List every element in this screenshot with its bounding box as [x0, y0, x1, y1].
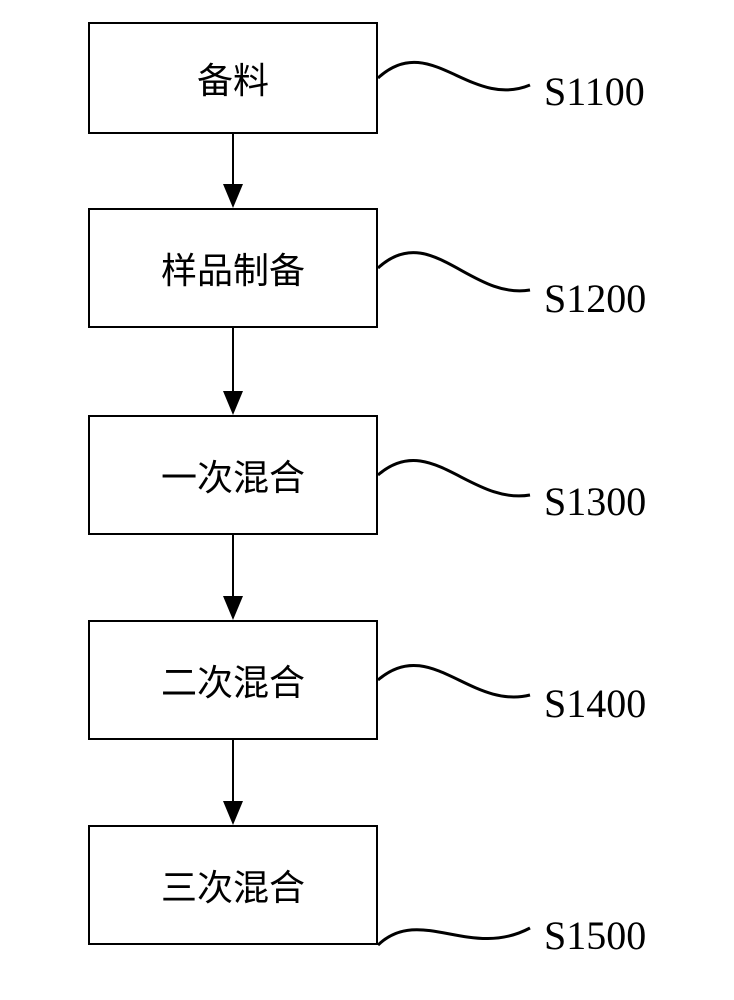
flowchart-node-label: 二次混合 — [161, 654, 305, 706]
flowchart-node-label: 一次混合 — [161, 449, 305, 501]
flowchart-connector — [378, 928, 530, 945]
flowchart-step-label-l4: S1400 — [544, 680, 646, 727]
flowchart-node-n2: 样品制备 — [88, 208, 378, 328]
flowchart-connector — [378, 460, 530, 495]
flowchart-connector — [378, 665, 530, 697]
flowchart-canvas: 备料样品制备一次混合二次混合三次混合 S1100 S1200 S1300 S1400 S1… — [0, 0, 734, 1000]
flowchart-step-label-l1: S1100 — [544, 68, 645, 115]
flowchart-node-label: 样品制备 — [161, 242, 305, 294]
flowchart-node-n4: 二次混合 — [88, 620, 378, 740]
flowchart-node-n5: 三次混合 — [88, 825, 378, 945]
flowchart-step-label-l5: S1500 — [544, 912, 646, 959]
flowchart-connector — [378, 62, 530, 90]
flowchart-connector — [378, 253, 530, 291]
flowchart-node-label: 备料 — [197, 52, 269, 104]
flowchart-node-n1: 备料 — [88, 22, 378, 134]
flowchart-node-n3: 一次混合 — [88, 415, 378, 535]
flowchart-step-label-l2: S1200 — [544, 275, 646, 322]
flowchart-node-label: 三次混合 — [161, 859, 305, 911]
flowchart-step-label-l3: S1300 — [544, 478, 646, 525]
